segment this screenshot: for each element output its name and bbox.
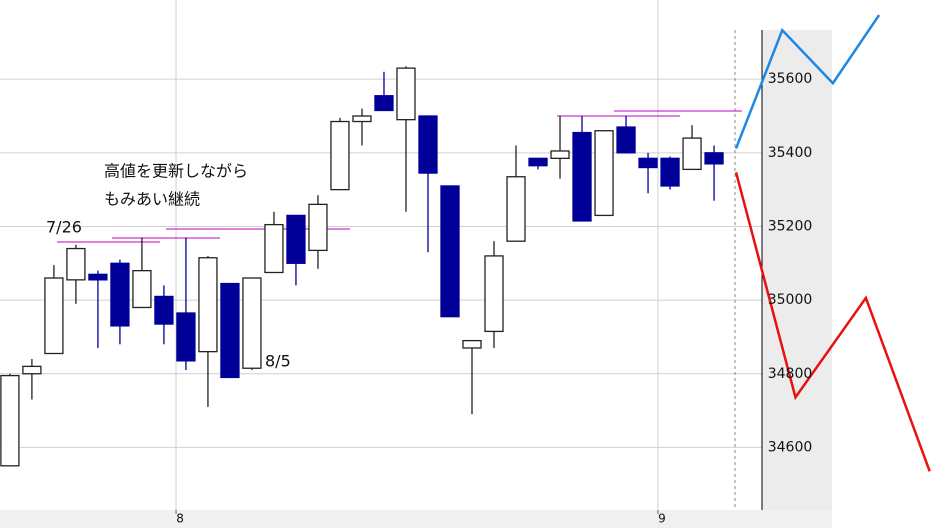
annotation: 8/5	[265, 352, 291, 371]
candle-body	[66, 247, 86, 281]
plot-area	[0, 0, 762, 510]
candle-body	[594, 130, 614, 217]
candle-body	[660, 157, 680, 187]
projection-line	[734, 172, 931, 472]
y-tick-label: 35400	[768, 145, 813, 161]
y-tick-label: 34800	[768, 366, 813, 382]
candle-body	[506, 176, 526, 242]
candle-body	[572, 131, 592, 222]
candle-body	[198, 257, 218, 353]
ticks: 34600 34800 35000 35200 35400 35600 8 9	[175, 71, 813, 526]
candle-body	[154, 295, 174, 325]
candle-body	[550, 150, 570, 159]
candle-body	[352, 115, 372, 123]
candle-body	[110, 262, 130, 327]
candle-body	[330, 120, 350, 191]
candle-body	[44, 277, 64, 355]
annotation: 高値を更新しながら	[104, 162, 248, 181]
candle-body	[0, 374, 20, 467]
candles	[0, 14, 931, 472]
candle-body	[440, 185, 460, 318]
candle-body	[462, 339, 482, 349]
candle-body	[264, 223, 284, 274]
y-tick-label: 35600	[768, 71, 813, 87]
candle-body	[286, 214, 306, 264]
candle-body	[176, 312, 196, 362]
y-tick-label: 34600	[768, 439, 813, 455]
y-axis-area	[762, 30, 832, 528]
candle-body	[484, 255, 504, 333]
candle-body	[704, 152, 724, 165]
y-tick-label: 35000	[768, 292, 813, 308]
candle-body	[220, 282, 240, 379]
candle-body	[396, 67, 416, 121]
x-tick-label: 8	[176, 512, 184, 526]
candle-body	[22, 365, 42, 375]
candle-body	[528, 157, 548, 167]
y-tick-label: 35200	[768, 218, 813, 234]
annotation: 7/26	[46, 218, 82, 237]
candle-body	[682, 137, 702, 171]
x-axis-area	[0, 510, 832, 528]
annotation: もみあい継続	[104, 190, 200, 209]
candle-body	[374, 95, 394, 112]
projection-line	[734, 14, 881, 149]
candle-body	[132, 269, 152, 309]
candle-body	[418, 115, 438, 174]
x-tick-label: 9	[658, 512, 666, 526]
candle-body	[616, 126, 636, 154]
candle-body	[638, 157, 658, 169]
candle-body	[242, 277, 262, 369]
candle-body	[308, 203, 328, 252]
candle-body	[88, 273, 108, 281]
